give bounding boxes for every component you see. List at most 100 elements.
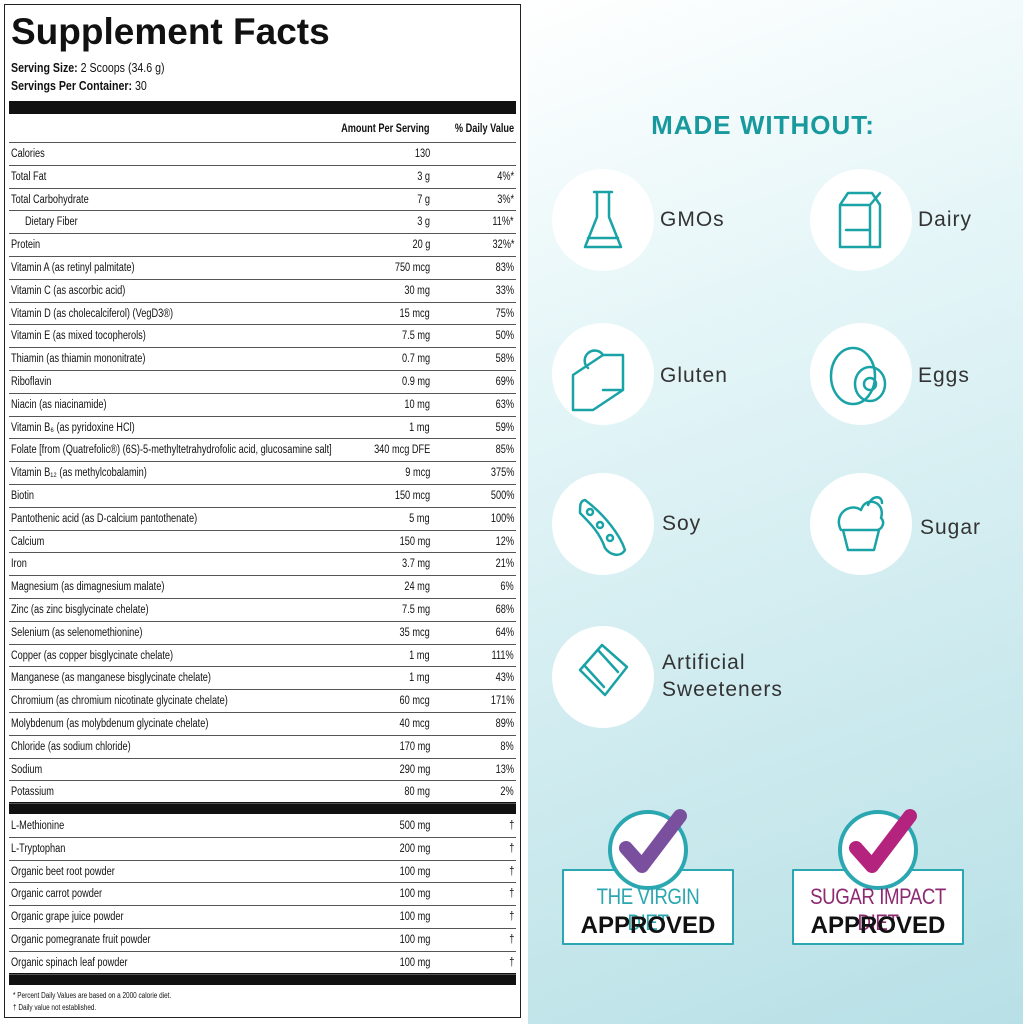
daily-value: 11%*: [492, 216, 514, 229]
nutrient-row: Protein 20 g 32%*: [9, 234, 516, 257]
daily-value: 111%: [491, 649, 514, 662]
daily-value: 12%: [495, 535, 514, 548]
daily-value: 500%: [490, 490, 514, 502]
amount: 500 mg: [399, 820, 430, 832]
amount: 5 mg: [409, 512, 430, 525]
nutrient-name: Copper (as copper bisglycinate chelate): [11, 649, 174, 662]
daily-value: 68%: [495, 604, 514, 616]
amount: 200 mg: [399, 842, 430, 855]
nutrient-row: Calories 130: [9, 143, 516, 166]
amount: 9 mcg: [404, 467, 430, 480]
nutrient-name: Organic carrot powder: [11, 888, 103, 901]
nutrient-row: Biotin 150 mcg 500%: [9, 485, 516, 508]
made-without-title: MADE WITHOUT:: [651, 110, 875, 140]
supplement-facts: Supplement Facts Serving Size: 2 Scoops …: [4, 4, 521, 1018]
nutrient-name: Organic beet root powder: [11, 865, 115, 878]
daily-value: 64%: [495, 626, 514, 639]
serving-size: Serving Size: 2 Scoops (34.6 g): [11, 61, 165, 75]
daily-value: †: [508, 820, 514, 832]
daily-value: †: [508, 842, 514, 855]
nutrient-row: L-Tryptophan 200 mg †: [9, 838, 516, 861]
nutrient-row: Dietary Fiber 3 g 11%*: [9, 211, 516, 235]
made-without-item: Eggs: [918, 364, 970, 387]
divider: [9, 101, 516, 114]
nutrient-name: Riboflavin: [11, 376, 52, 388]
made-without-item: Soy: [662, 512, 702, 535]
amount: 24 mg: [404, 581, 430, 594]
amount: 0.7 mg: [401, 353, 430, 366]
nutrient-row: Vitamin B₆ (as pyridoxine HCl) 1 mg 59%: [9, 417, 516, 440]
nutrient-row: Pantothenic acid (as D-calcium pantothen…: [9, 508, 516, 531]
amount: 7.5 mg: [401, 330, 430, 343]
daily-value: †: [508, 888, 514, 901]
nutrient-row: Magnesium (as dimagnesium malate) 24 mg 6%: [9, 576, 516, 599]
daily-value: 85%: [495, 444, 514, 457]
daily-value: 69%: [495, 376, 514, 388]
daily-value: †: [508, 865, 514, 878]
amount: 1 mg: [409, 421, 430, 434]
daily-value: 6%: [500, 581, 514, 594]
divider: [9, 802, 516, 814]
nutrient-row: Chloride (as sodium chloride) 170 mg 8%: [9, 736, 516, 759]
nutrient-name: Niacin (as niacinamide): [11, 398, 107, 411]
amount: 20 g: [412, 239, 430, 252]
nutrient-name: Vitamin D (as cholecalciferol) (VegD3®): [11, 307, 174, 320]
nutrient-row: Organic grape juice powder 100 mg †: [9, 906, 516, 929]
daily-value: 3%*: [497, 193, 514, 206]
label: Serving Size:: [11, 61, 78, 75]
daily-value: 43%: [495, 672, 514, 685]
daily-value: †: [508, 911, 514, 924]
amount: 100 mg: [399, 911, 430, 924]
made-without-item: Gluten: [660, 364, 728, 387]
nutrient-row: Potassium 80 mg 2%: [9, 781, 516, 805]
label: Servings Per Container:: [11, 79, 133, 93]
nutrient-name: Zinc (as zinc bisglycinate chelate): [11, 604, 149, 616]
nutrient-name: Organic pomegranate fruit powder: [11, 934, 151, 946]
amount: 290 mg: [399, 763, 430, 776]
footnote: * Percent Daily Values are based on a 20…: [13, 991, 172, 1000]
amount: 150 mg: [399, 535, 430, 548]
nutrient-row: Organic pomegranate fruit powder 100 mg †: [9, 929, 516, 952]
nutrient-name: Manganese (as manganese bisglycinate che…: [11, 672, 211, 685]
amount: 130: [414, 148, 430, 160]
nutrient-name: Selenium (as selenomethionine): [11, 626, 143, 639]
nutrient-name: Calories: [11, 148, 45, 160]
nutrient-name: L-Methionine: [11, 820, 65, 832]
nutrient-row: Manganese (as manganese bisglycinate che…: [9, 667, 516, 691]
daily-value: 59%: [495, 421, 514, 434]
daily-value: 375%: [490, 467, 514, 480]
nutrient-name: Chromium (as chromium nicotinate glycina…: [11, 695, 228, 708]
nutrient-name: Magnesium (as dimagnesium malate): [11, 581, 165, 594]
nutrient-row: Vitamin C (as ascorbic acid) 30 mg 33%: [9, 280, 516, 303]
made-without-item: Sugar: [920, 516, 982, 539]
amount: 10 mg: [404, 398, 430, 411]
nutrient-name: Thiamin (as thiamin mononitrate): [11, 353, 146, 366]
footnote: † Daily value not established.: [13, 1003, 97, 1012]
nutrient-row: Vitamin D (as cholecalciferol) (VegD3®) 1…: [9, 303, 516, 326]
amount: 80 mg: [404, 786, 430, 799]
badge-status: APPROVED: [810, 912, 946, 939]
nutrient-name: Vitamin B₆ (as pyridoxine HCl): [11, 421, 135, 434]
nutrient-row: Vitamin E (as mixed tocopherols) 7.5 mg 50…: [9, 325, 516, 349]
nutrient-name: Pantothenic acid (as D-calcium pantothen…: [11, 512, 198, 525]
daily-value: 33%: [495, 284, 514, 297]
amount: 750 mcg: [394, 262, 430, 274]
nutrient-name: Folate [from (Quatrefolic®) (6S)-5-methy…: [11, 444, 332, 457]
amount: 170 mg: [399, 740, 430, 753]
nutrient-row: Vitamin A (as retinyl palmitate) 750 mcg 8…: [9, 257, 516, 280]
daily-value: 13%: [495, 763, 514, 776]
nutrient-name: Vitamin B₁₂ (as methylcobalamin): [11, 467, 147, 480]
nutrient-row: Thiamin (as thiamin mononitrate) 0.7 mg 58…: [9, 348, 516, 371]
amount: 150 mcg: [394, 490, 430, 502]
nutrient-name: Chloride (as sodium chloride): [11, 740, 131, 753]
amount: 40 mcg: [399, 718, 430, 730]
daily-value: 21%: [495, 558, 514, 571]
servings-per-container: Servings Per Container: 30: [11, 79, 147, 93]
nutrient-row: Sodium 290 mg 13%: [9, 759, 516, 782]
daily-value: 83%: [495, 262, 514, 274]
daily-value: 89%: [495, 718, 514, 730]
amount: 15 mcg: [399, 307, 430, 320]
amount: 100 mg: [399, 934, 430, 946]
nutrient-name: Vitamin C (as ascorbic acid): [11, 284, 126, 297]
